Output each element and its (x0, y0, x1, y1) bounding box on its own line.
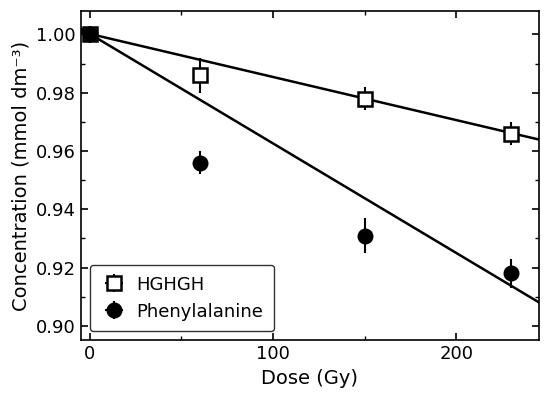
X-axis label: Dose (Gy): Dose (Gy) (261, 369, 358, 388)
Legend: HGHGH, Phenylalanine: HGHGH, Phenylalanine (90, 265, 274, 332)
Y-axis label: Concentration (mmol dm⁻³): Concentration (mmol dm⁻³) (11, 41, 30, 311)
